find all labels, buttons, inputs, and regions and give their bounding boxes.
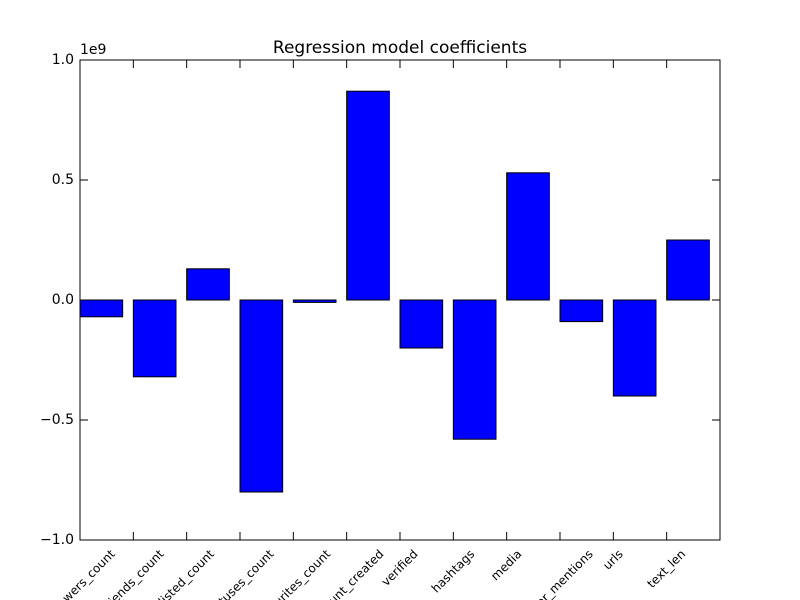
y-tick-label: −0.5 <box>40 412 74 428</box>
y-tick-label: −1.0 <box>40 532 74 548</box>
bar <box>239 299 284 493</box>
bar <box>612 299 657 397</box>
offset-label: 1e9 <box>80 42 106 58</box>
bar <box>452 299 497 440</box>
bar <box>666 239 710 301</box>
y-tick-label: 0.0 <box>52 292 74 308</box>
bar <box>506 172 550 301</box>
y-tick-label: 0.5 <box>52 172 74 188</box>
bar <box>132 299 177 378</box>
bar <box>79 299 124 318</box>
chart-title: Regression model coefficients <box>273 38 527 58</box>
bar <box>186 268 230 301</box>
bar <box>399 299 444 349</box>
bar <box>559 299 604 323</box>
y-tick-label: 1.0 <box>52 52 74 68</box>
bar <box>346 90 390 301</box>
bar <box>292 299 337 303</box>
